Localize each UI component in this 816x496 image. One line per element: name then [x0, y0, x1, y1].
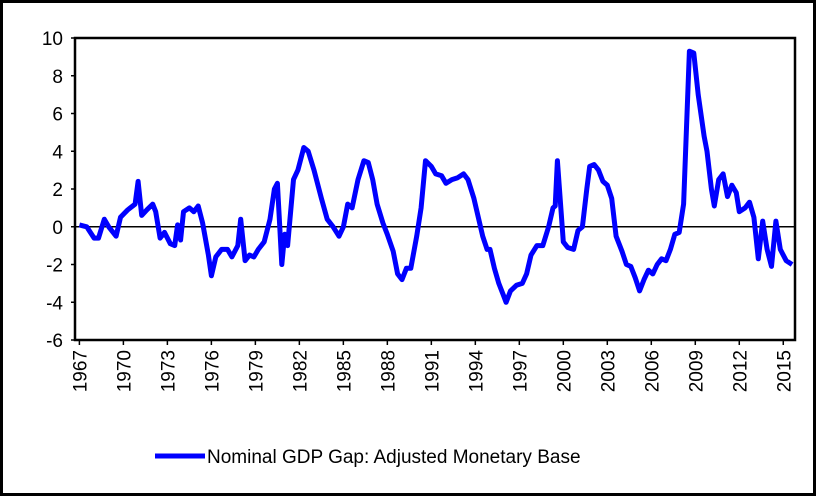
x-tick-label: 1997 [510, 350, 531, 392]
y-tick-label: -6 [46, 331, 63, 352]
x-tick-label: 1988 [378, 350, 399, 392]
x-tick-label: 1994 [466, 350, 487, 393]
y-tick-label: 10 [42, 29, 63, 50]
y-tick-label: 6 [52, 105, 63, 126]
x-tick-label: 1976 [202, 350, 223, 392]
y-tick-label: 2 [52, 180, 63, 201]
x-tick-label: 1985 [334, 350, 355, 392]
x-tick-label: 1967 [70, 350, 91, 392]
x-tick-label: 2012 [730, 350, 751, 392]
plot-area [73, 36, 797, 342]
x-tick-label: 2003 [598, 350, 619, 392]
legend-label: Nominal GDP Gap: Adjusted Monetary Base [207, 447, 581, 468]
y-tick-label: 8 [52, 67, 63, 88]
x-tick-label: 1979 [246, 350, 267, 392]
y-tick-label: 4 [52, 142, 63, 163]
x-tick-label: 1991 [422, 350, 443, 392]
x-tick-label: 1982 [290, 350, 311, 392]
y-tick-label: 0 [52, 218, 63, 239]
y-tick-label: -4 [46, 293, 63, 314]
y-tick-label: -2 [46, 256, 63, 277]
x-tick-label: 1970 [114, 350, 135, 392]
x-tick-label: 2009 [686, 350, 707, 392]
x-tick-label: 2000 [554, 350, 575, 392]
x-tick-label: 2006 [642, 350, 663, 392]
data-line [78, 48, 794, 305]
x-tick-label: 1973 [158, 350, 179, 392]
x-tick-label: 2015 [774, 350, 795, 392]
